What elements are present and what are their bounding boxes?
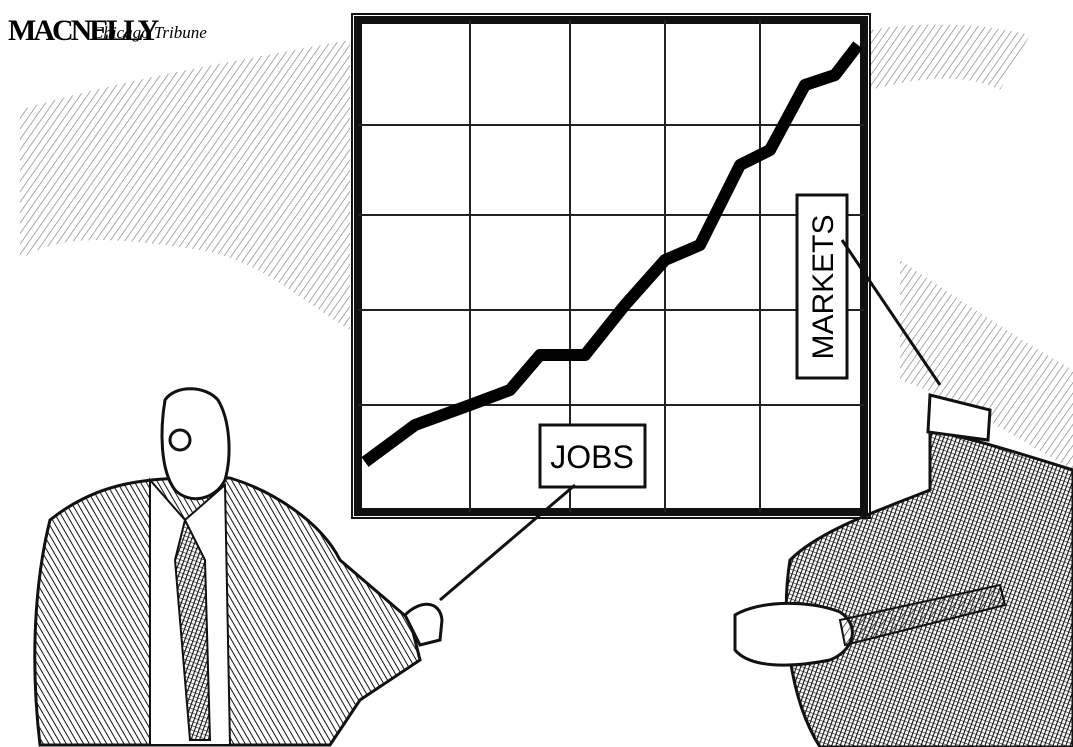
publication: Chicago Tribune bbox=[92, 23, 207, 42]
markets-label: MARKETS bbox=[797, 195, 847, 378]
jobs-label: JOBS bbox=[540, 425, 645, 487]
cartoon: MACNELLY Chicago Tribune JOBS MARKETS bbox=[0, 0, 1073, 747]
jobs-text: JOBS bbox=[550, 439, 634, 475]
markets-text: MARKETS bbox=[807, 214, 840, 359]
